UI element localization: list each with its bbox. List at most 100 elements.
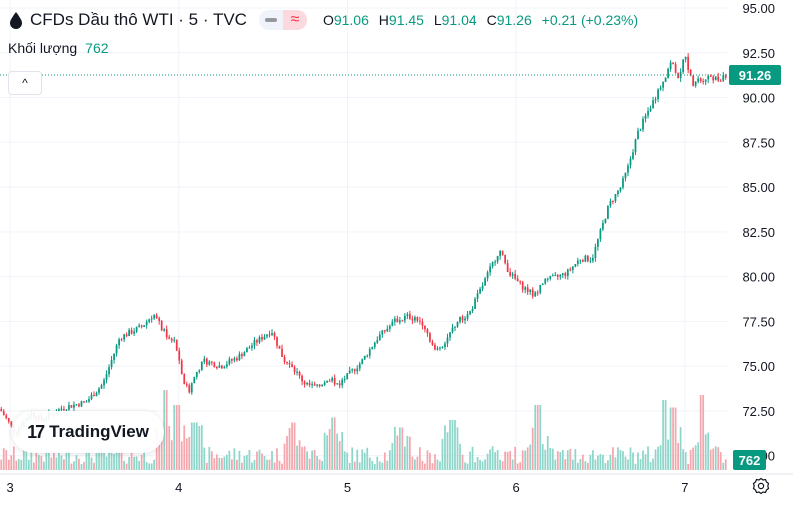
- volume-bar: [544, 449, 547, 470]
- volume-bar: [647, 446, 649, 470]
- candle-body: [296, 371, 298, 373]
- oil-drop-icon: [10, 12, 22, 29]
- candle-body: [371, 347, 374, 350]
- volume-bar: [639, 459, 642, 470]
- candle-body: [238, 354, 241, 361]
- candle-body: [0, 409, 3, 412]
- symbol-header: CFDs Dầu thô WTI · 5 · TVC ≈ O91.06 H91.…: [8, 8, 638, 32]
- volume-bar: [637, 452, 639, 470]
- candle-body: [674, 64, 677, 73]
- volume-bar: [421, 460, 424, 470]
- volume-bar: [704, 434, 707, 470]
- volume-bar: [526, 447, 529, 470]
- candle-body: [393, 318, 396, 322]
- volume-bar: [60, 455, 63, 470]
- symbol-title[interactable]: CFDs Dầu thô WTI · 5 · TVC: [30, 10, 247, 29]
- ohlc-change: +0.21 (+0.23%): [541, 12, 639, 28]
- candle-body: [494, 261, 496, 263]
- settings-gear-icon[interactable]: [752, 477, 770, 495]
- candle-body: [632, 152, 634, 159]
- price-tick-label: 77.50: [742, 314, 775, 329]
- volume-bar: [125, 463, 128, 470]
- candle-body: [592, 257, 594, 261]
- volume-bar: [644, 454, 647, 470]
- volume-bar: [424, 463, 426, 470]
- volume-bar: [378, 461, 381, 470]
- volume-bar: [123, 460, 125, 470]
- candle-body: [481, 285, 484, 289]
- candle-body: [313, 384, 316, 386]
- volume-bar: [529, 444, 532, 470]
- volume-bar: [709, 449, 712, 470]
- candle-body: [526, 287, 529, 292]
- candle-body: [258, 337, 261, 343]
- volume-bar: [110, 449, 113, 470]
- volume-bar: [40, 456, 43, 470]
- candle-body: [75, 404, 78, 406]
- candle-body: [434, 344, 436, 350]
- candle-body: [306, 382, 308, 385]
- volume-bar: [446, 432, 449, 470]
- candle-body: [411, 318, 414, 321]
- candle-body: [607, 205, 609, 219]
- candle-body: [323, 382, 326, 385]
- candle-body: [514, 273, 517, 279]
- volume-bar: [241, 462, 243, 470]
- candle-body: [561, 273, 564, 275]
- candle-body: [521, 281, 524, 290]
- candle-body: [579, 260, 582, 262]
- candle-body: [719, 80, 722, 82]
- volume-bar: [411, 456, 414, 470]
- volume-bar: [178, 405, 181, 470]
- volume-bar: [165, 390, 168, 470]
- candle-body: [318, 384, 321, 387]
- candle-body: [436, 348, 439, 350]
- volume-bar: [669, 407, 672, 470]
- volume-bar: [30, 452, 33, 470]
- volume-bar: [313, 449, 316, 470]
- volume-legend[interactable]: Khối lượng 762: [8, 40, 109, 56]
- volume-bar: [281, 463, 283, 470]
- volume-bar: [439, 461, 441, 470]
- candle-body: [724, 75, 727, 78]
- candle-body: [225, 364, 228, 367]
- volume-bar: [65, 451, 68, 470]
- candle-body: [70, 405, 73, 408]
- volume-bar: [449, 420, 451, 470]
- candle-body: [484, 278, 486, 286]
- price-tick-label: 82.50: [742, 225, 775, 240]
- candle-body: [489, 266, 491, 273]
- candle-body: [441, 347, 444, 349]
- candle-body: [220, 365, 223, 369]
- volume-bar: [464, 462, 466, 470]
- candle-body: [373, 342, 376, 348]
- tradingview-logo[interactable]: 17 TradingView: [12, 411, 164, 453]
- price-tick-label: 75.00: [742, 359, 775, 374]
- candle-body: [576, 260, 579, 265]
- candle-body: [406, 314, 409, 317]
- time-tick-label: 4: [175, 480, 182, 495]
- candle-body: [672, 62, 674, 65]
- volume-bar: [401, 427, 404, 470]
- volume-bar: [652, 458, 654, 470]
- candle-body: [328, 380, 331, 382]
- candle-body: [336, 383, 339, 385]
- minus-icon[interactable]: [259, 10, 283, 30]
- volume-bar: [213, 458, 216, 470]
- candle-body: [193, 377, 196, 384]
- candle-body: [386, 328, 389, 332]
- candle-body: [599, 229, 602, 240]
- volume-bar: [10, 455, 13, 470]
- candle-body: [499, 250, 502, 256]
- chart-style-toggle[interactable]: ≈: [258, 10, 307, 30]
- volume-bar: [373, 463, 376, 470]
- volume-bar: [351, 447, 354, 470]
- candle-body: [416, 317, 419, 321]
- candle-body: [85, 401, 88, 403]
- candle-body: [586, 255, 589, 262]
- collapse-legend-button[interactable]: ^: [8, 71, 42, 95]
- wave-icon[interactable]: ≈: [282, 10, 307, 30]
- volume-bar: [454, 420, 456, 470]
- tradingview-mark-icon: 17: [27, 421, 45, 442]
- volume-bar: [220, 458, 223, 470]
